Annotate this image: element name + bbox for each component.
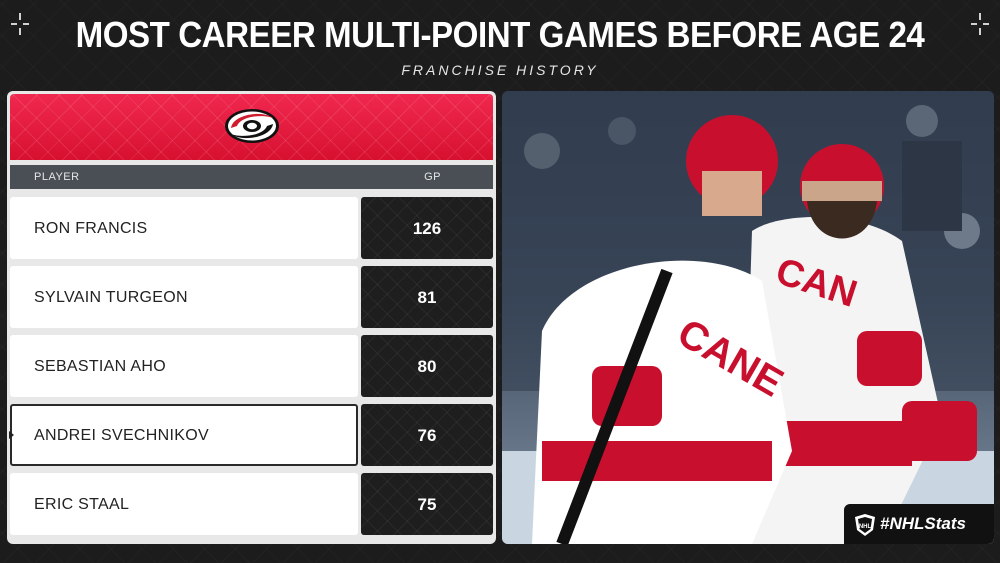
player-cell: ERIC STAAL (10, 473, 358, 535)
player-name: SEBASTIAN AHO (34, 358, 166, 375)
gp-value: 81 (417, 288, 437, 307)
hurricanes-logo-icon (225, 109, 279, 143)
gp-cell: 126 (361, 197, 493, 259)
player-photo: CAN CANE NHL #NHLStats (502, 91, 994, 544)
gp-cell: 80 (361, 335, 493, 397)
player-cell: SEBASTIAN AHO (10, 335, 358, 397)
table-row: SEBASTIAN AHO 80 (10, 335, 493, 397)
player-name: RON FRANCIS (34, 220, 148, 237)
player-cell: SYLVAIN TURGEON (10, 266, 358, 328)
hashtag-label: #NHLStats (880, 514, 966, 533)
team-banner (10, 94, 493, 160)
nhl-stats-badge: NHL #NHLStats (844, 504, 994, 544)
leaderboard-card: PLAYER GP RON FRANCIS 126 SYLVAIN TURGEO… (7, 91, 496, 544)
table-row-highlighted: ANDREI SVECHNIKOV 76 (9, 404, 493, 466)
column-header-player: PLAYER (34, 171, 80, 183)
highlight-arrow-icon (9, 431, 14, 439)
player-name: SYLVAIN TURGEON (34, 289, 188, 306)
player-name: ERIC STAAL (34, 496, 130, 513)
table-row: ERIC STAAL 75 (10, 473, 493, 535)
nhl-shield-icon: NHL (855, 514, 875, 536)
gp-value: 80 (417, 357, 437, 376)
gp-value: 76 (417, 426, 437, 445)
celebrating-players-illustration: CAN CANE (502, 91, 994, 544)
table-row: RON FRANCIS 126 (10, 197, 493, 259)
page-subtitle: FRANCHISE HISTORY (401, 62, 599, 78)
table-row: SYLVAIN TURGEON 81 (10, 266, 493, 328)
gp-cell: 75 (361, 473, 493, 535)
player-name: ANDREI SVECHNIKOV (34, 427, 209, 444)
column-header-gp: GP (424, 171, 441, 183)
gp-value: 126 (412, 219, 442, 238)
player-cell: ANDREI SVECHNIKOV (9, 404, 358, 466)
page-title: MOST CAREER MULTI-POINT GAMES BEFORE AGE… (75, 14, 925, 55)
crosshair-ornament-icon (971, 13, 989, 35)
table-header: PLAYER GP (10, 165, 493, 189)
player-cell: RON FRANCIS (10, 197, 358, 259)
gp-cell: 81 (361, 266, 493, 328)
svg-text:NHL: NHL (859, 524, 872, 530)
crosshair-ornament-icon (11, 13, 29, 35)
gp-cell: 76 (361, 404, 493, 466)
gp-value: 75 (417, 495, 437, 514)
